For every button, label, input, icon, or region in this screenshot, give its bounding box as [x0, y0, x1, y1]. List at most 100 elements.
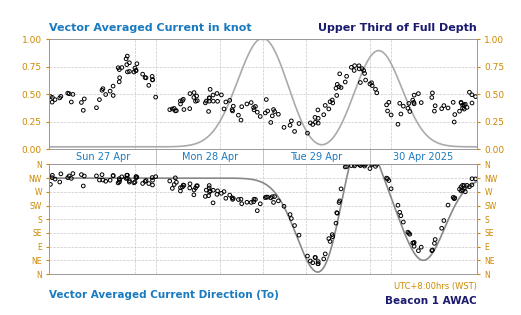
- Point: [118, 174, 126, 179]
- Point: [99, 177, 107, 182]
- Point: [332, 210, 341, 215]
- Point: [311, 255, 319, 260]
- Point: [335, 84, 343, 89]
- Point: [290, 129, 299, 134]
- Point: [51, 177, 59, 182]
- Point: [115, 79, 123, 84]
- Point: [280, 204, 288, 209]
- Point: [116, 178, 124, 183]
- Point: [186, 181, 194, 186]
- Point: [193, 183, 202, 188]
- Point: [51, 97, 59, 102]
- Point: [141, 179, 149, 184]
- Point: [65, 91, 73, 96]
- Point: [335, 200, 343, 205]
- Point: [48, 95, 57, 100]
- Point: [92, 173, 101, 178]
- Point: [286, 123, 294, 128]
- Point: [458, 103, 467, 108]
- Point: [98, 88, 106, 93]
- Point: [109, 173, 117, 178]
- Point: [332, 86, 340, 91]
- Point: [430, 241, 439, 246]
- Point: [202, 187, 210, 192]
- Point: [428, 95, 436, 100]
- Text: Beacon 1 AWAC: Beacon 1 AWAC: [385, 296, 477, 306]
- Point: [122, 62, 131, 67]
- Point: [56, 95, 64, 100]
- Point: [458, 183, 467, 188]
- Point: [405, 101, 413, 106]
- Point: [417, 100, 426, 105]
- Point: [455, 109, 464, 114]
- Point: [428, 248, 437, 253]
- Point: [192, 183, 201, 188]
- Point: [262, 97, 270, 102]
- Point: [410, 101, 418, 106]
- Point: [350, 162, 358, 167]
- Point: [262, 195, 270, 200]
- Point: [295, 121, 303, 126]
- Point: [130, 180, 138, 185]
- Point: [342, 164, 351, 169]
- Point: [319, 112, 328, 117]
- Point: [102, 179, 110, 184]
- Point: [190, 187, 198, 192]
- Point: [405, 231, 413, 236]
- Point: [428, 248, 436, 253]
- Point: [383, 108, 392, 113]
- Point: [145, 83, 153, 88]
- Point: [176, 185, 184, 190]
- Point: [132, 174, 140, 179]
- Point: [193, 98, 202, 103]
- Point: [314, 261, 322, 266]
- Point: [457, 100, 465, 105]
- Point: [362, 77, 370, 83]
- Point: [123, 54, 131, 59]
- Point: [468, 176, 476, 181]
- Point: [170, 182, 178, 187]
- Point: [430, 109, 439, 114]
- Text: Tue 29 Apr: Tue 29 Apr: [290, 152, 343, 163]
- Point: [458, 106, 467, 111]
- Point: [342, 74, 351, 79]
- Point: [410, 240, 418, 245]
- Point: [190, 95, 198, 100]
- Point: [457, 184, 465, 189]
- Point: [332, 93, 341, 98]
- Point: [148, 74, 156, 79]
- Point: [202, 99, 210, 104]
- Point: [367, 162, 376, 167]
- Point: [178, 185, 187, 190]
- Point: [229, 104, 238, 109]
- Point: [333, 82, 341, 87]
- Point: [253, 110, 262, 115]
- Point: [451, 195, 459, 200]
- Point: [228, 195, 236, 200]
- Point: [267, 195, 275, 200]
- Point: [404, 106, 412, 111]
- Point: [438, 106, 446, 111]
- Point: [461, 102, 469, 107]
- Point: [394, 203, 402, 208]
- Point: [125, 60, 133, 65]
- Point: [311, 255, 319, 260]
- Point: [247, 200, 255, 205]
- Point: [226, 98, 234, 103]
- Point: [261, 195, 269, 200]
- Point: [395, 101, 404, 106]
- Point: [290, 223, 299, 228]
- Point: [337, 186, 345, 192]
- Point: [347, 65, 355, 70]
- Point: [48, 100, 56, 105]
- Text: UTC+8:00hrs (WST): UTC+8:00hrs (WST): [394, 282, 477, 291]
- Point: [326, 239, 334, 244]
- Point: [417, 245, 426, 250]
- Point: [209, 99, 217, 104]
- Point: [261, 111, 269, 116]
- Point: [80, 96, 89, 101]
- Point: [139, 72, 147, 77]
- Point: [229, 196, 238, 201]
- Point: [132, 175, 140, 180]
- Point: [399, 104, 407, 109]
